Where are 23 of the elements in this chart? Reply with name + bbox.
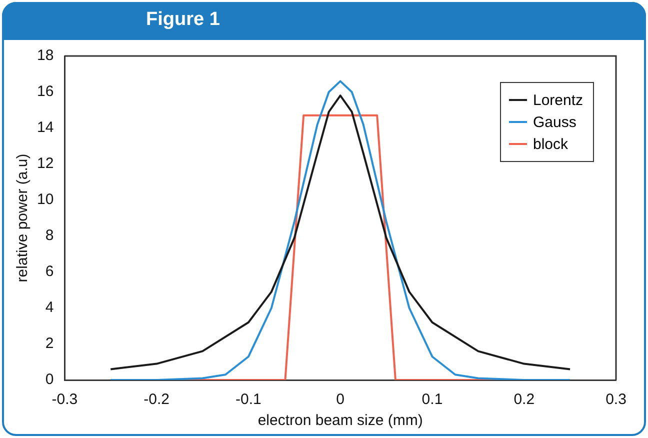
- y-tick-label: 10: [36, 191, 54, 208]
- y-tick-label: 14: [36, 119, 54, 136]
- y-tick-label: 18: [36, 47, 54, 64]
- legend-label: Gauss: [533, 114, 576, 130]
- y-tick-label: 0: [45, 371, 54, 388]
- y-tick-label: 12: [36, 155, 54, 172]
- x-tick-label: -0.3: [52, 391, 78, 408]
- legend-label: Lorentz: [533, 92, 584, 108]
- y-tick-label: 16: [36, 83, 54, 100]
- y-tick-label: 6: [45, 263, 54, 280]
- x-tick-label: -0.1: [236, 391, 262, 408]
- legend-label: block: [533, 136, 568, 152]
- x-tick-label: 0.1: [422, 391, 443, 408]
- x-tick-label: 0.3: [606, 391, 626, 408]
- y-tick-label: 8: [45, 227, 54, 244]
- y-axis-title: relative power (a.u): [14, 154, 32, 282]
- x-tick-label: 0.2: [514, 391, 535, 408]
- y-tick-label: 2: [45, 335, 54, 352]
- chart-title: Figure 1: [146, 9, 220, 31]
- y-tick-label: 4: [45, 299, 54, 316]
- x-tick-label: 0: [336, 391, 345, 408]
- x-tick-label: -0.2: [144, 391, 170, 408]
- x-axis-title: electron beam size (mm): [258, 412, 423, 430]
